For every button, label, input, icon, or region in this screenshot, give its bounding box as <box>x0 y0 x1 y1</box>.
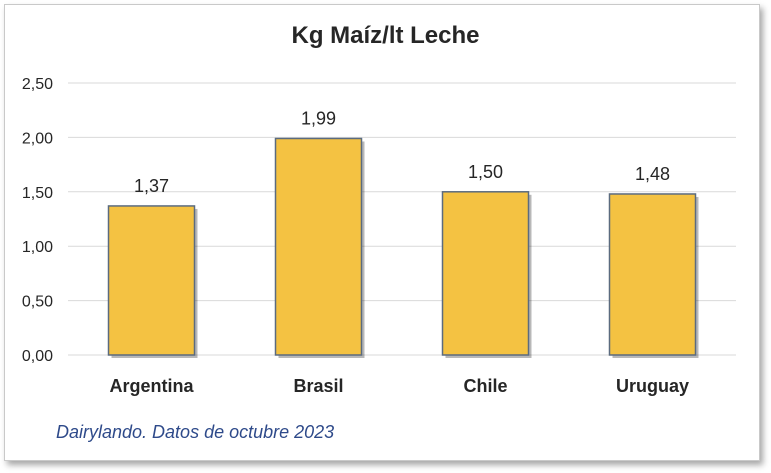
source-note: Dairylando. Datos de octubre 2023 <box>56 422 335 442</box>
y-tick-label: 1,50 <box>22 185 53 202</box>
y-tick-label: 1,00 <box>22 239 53 256</box>
y-tick-label: 0,00 <box>22 348 53 365</box>
data-label: 1,48 <box>635 164 670 184</box>
bar <box>274 137 363 356</box>
data-label: 1,50 <box>468 162 503 182</box>
y-tick-label: 0,50 <box>22 294 53 311</box>
bar <box>608 193 697 356</box>
category-label: Chile <box>463 376 507 396</box>
data-label: 1,37 <box>134 176 169 196</box>
bar <box>107 205 196 356</box>
category-label: Brasil <box>293 376 343 396</box>
bar <box>441 191 530 356</box>
y-tick-label: 2,00 <box>22 130 53 147</box>
chart-title: Kg Maíz/lt Leche <box>291 22 480 49</box>
category-label: Uruguay <box>616 376 689 396</box>
data-label: 1,99 <box>301 108 336 128</box>
y-tick-label: 2,50 <box>22 76 53 93</box>
category-label: Argentina <box>109 376 194 396</box>
